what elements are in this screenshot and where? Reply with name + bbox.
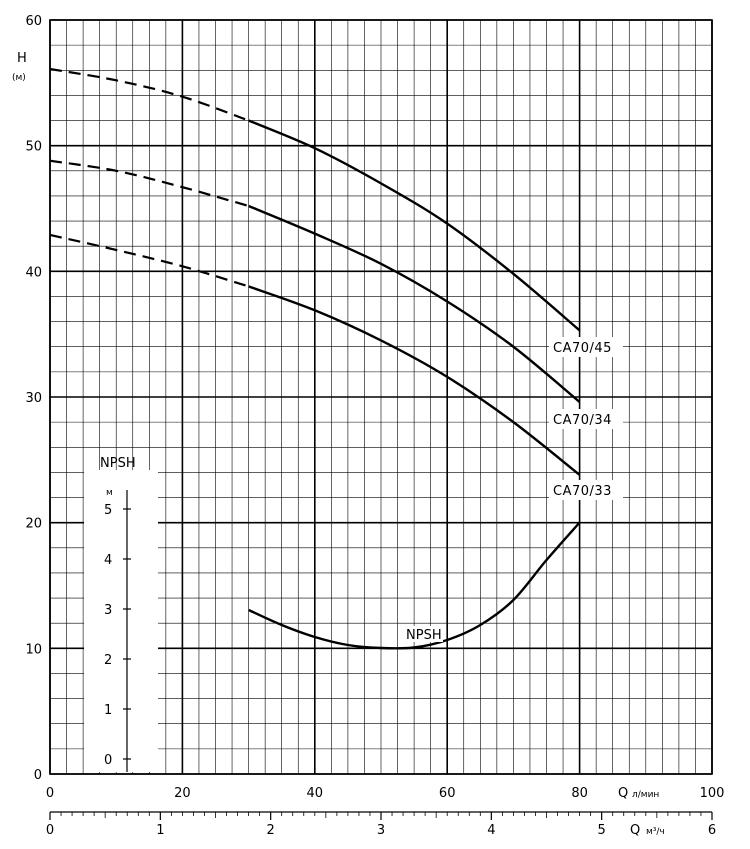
curve-dashed-segment [49, 67, 249, 122]
x2-tick-label: 3 [377, 823, 385, 838]
npsh-curve [248, 521, 581, 650]
curves: CA70/45 CA70/34 CA70/33 NPSH [49, 67, 623, 650]
x-tick-label: 40 [307, 786, 324, 801]
x2-tick-label: 2 [267, 823, 275, 838]
x-axis-label: Q [618, 786, 628, 801]
x-axis-unit: л/мин [632, 790, 659, 800]
curve-solid-segment [248, 204, 581, 403]
npsh-tick-label: 2 [104, 653, 112, 668]
curve-dashed-segment [49, 233, 249, 288]
npsh-title: NPSH [100, 456, 136, 471]
npsh-tick-label: 0 [104, 753, 112, 768]
npsh-tick-label: 4 [104, 553, 112, 568]
curve-label: CA70/45 [553, 341, 612, 356]
y-tick-label: 60 [25, 14, 42, 29]
y-tick-label: 10 [25, 642, 42, 657]
x2-tick-label: 0 [46, 823, 54, 838]
curve-solid-segment [248, 285, 581, 476]
x2-tick-label: 4 [487, 823, 495, 838]
x-tick-label: 60 [439, 786, 456, 801]
y-tick-label: 0 [34, 768, 42, 783]
npsh-curve-label: NPSH [406, 628, 442, 643]
curve-solid-segment [248, 119, 581, 332]
npsh-curve-label-bg [403, 626, 443, 642]
y-tick-label: 40 [25, 265, 42, 280]
y-tick-label: 20 [25, 517, 42, 532]
curve-dashed-segment [49, 159, 249, 208]
x2-axis-label: Q [630, 823, 640, 838]
x2-axis-unit: м³/ч [646, 827, 665, 837]
npsh-tick-label: 5 [104, 503, 112, 518]
curve-label: CA70/34 [553, 413, 612, 428]
x2-tick-label: 5 [598, 823, 606, 838]
curve-label: CA70/33 [553, 484, 612, 499]
x-tick-label: 0 [46, 786, 54, 801]
x2-tick-label: 1 [156, 823, 164, 838]
y-tick-label: 30 [25, 391, 42, 406]
curve-label-bg [549, 337, 623, 357]
x-tick-label: 100 [700, 786, 725, 801]
curve-label-bg [549, 480, 623, 500]
x-tick-label: 80 [571, 786, 588, 801]
y-axis-label: H [17, 51, 27, 66]
x-tick-label: 20 [174, 786, 191, 801]
plot-frame [49, 19, 713, 775]
npsh-unit: м [106, 488, 113, 498]
npsh-panel-bg [84, 470, 158, 772]
x2-tick-label: 6 [708, 823, 716, 838]
npsh-panel: NPSH м 0 1 2 3 4 5 [84, 456, 158, 772]
y-tick-label: 50 [25, 140, 42, 155]
npsh-tick-label: 1 [104, 703, 112, 718]
npsh-tick-label: 3 [104, 603, 112, 618]
curve-label-bg [549, 409, 623, 429]
y-axis-unit: (м) [12, 73, 26, 83]
